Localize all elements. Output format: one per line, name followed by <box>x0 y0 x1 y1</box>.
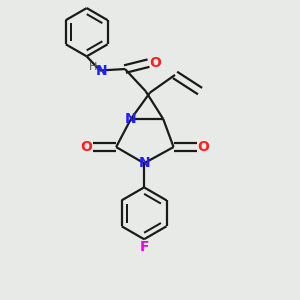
Text: O: O <box>149 56 161 70</box>
Text: N: N <box>125 112 137 126</box>
Text: H: H <box>89 62 98 72</box>
Text: N: N <box>138 156 150 170</box>
Text: N: N <box>96 64 107 78</box>
Text: O: O <box>198 140 209 154</box>
Text: O: O <box>80 140 92 154</box>
Text: F: F <box>140 240 149 254</box>
